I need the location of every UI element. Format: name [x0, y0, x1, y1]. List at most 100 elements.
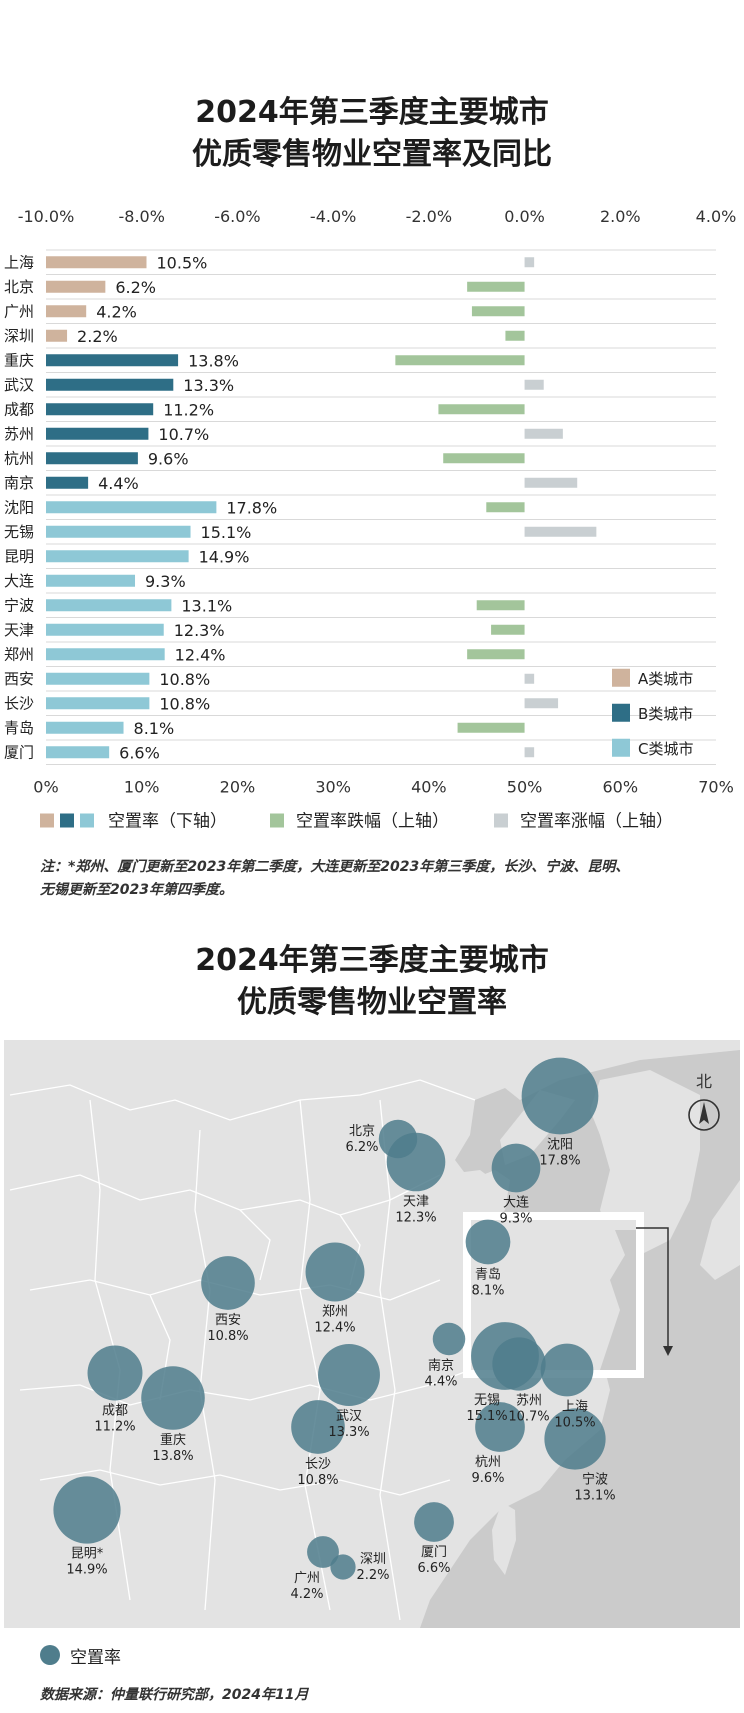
north-arrow-icon [688, 1099, 720, 1131]
chart-title: 2024年第三季度主要城市 优质零售物业空置率及同比 [0, 92, 744, 176]
bubble-value-label: 6.2% [345, 1140, 378, 1155]
bubble-value-label: 12.3% [395, 1210, 436, 1225]
vacancy-data-label: 8.1% [134, 719, 175, 738]
vacancy-data-label: 6.6% [119, 743, 160, 762]
top-axis-tick-label: -10.0% [18, 207, 75, 226]
vacancy-data-label: 17.8% [226, 498, 277, 517]
vacancy-data-label: 13.1% [181, 596, 232, 615]
chart-title-line-2: 优质零售物业空置率及同比 [192, 137, 552, 172]
category-label: 大连 [4, 572, 34, 590]
vacancy-data-label: 4.4% [98, 474, 139, 493]
top-axis-tick-label: 0.0% [504, 207, 545, 226]
bubble-city-label: 大连 [503, 1194, 529, 1210]
vacancy-bar-chart: -10.0% -8.0% -6.0% -4.0% -2.0% 0.0% 2.0% 4.0% 上海… [4, 207, 736, 832]
bubble [432, 1322, 466, 1356]
bubble-value-label: 14.9% [66, 1563, 107, 1578]
category-label: 深圳 [4, 327, 34, 345]
category-label: 西安 [4, 670, 34, 688]
decrease-bar [486, 502, 525, 513]
bottom-axis-tick-label: 50% [507, 778, 543, 797]
bottom-axis-tick-label: 0% [33, 778, 58, 797]
vacancy-data-label: 15.1% [201, 523, 252, 542]
bubble-value-label: 17.8% [539, 1153, 580, 1168]
vacancy-bubble-map: 北 沈阳17.8%北京6.2%天津12.3%大连9.3%青岛8.1%西安10.8… [4, 1040, 740, 1628]
category-label: 成都 [4, 400, 34, 418]
category-label: 长沙 [4, 694, 34, 712]
category-label: 武汉 [4, 376, 34, 394]
increase-bar [524, 526, 597, 537]
category-label: 天津 [4, 621, 34, 639]
category-label: 昆明 [4, 547, 34, 565]
category-label: 郑州 [4, 645, 34, 663]
footnote-line-2: 无锡更新至2023年第四季度。 [40, 882, 233, 898]
bottom-axis-tick-label: 20% [220, 778, 256, 797]
legend-swatch [612, 738, 630, 757]
category-label: 无锡 [4, 523, 34, 541]
category-label: 杭州 [4, 449, 34, 467]
bubble [330, 1554, 356, 1580]
bubble-city-label: 宁波 [582, 1472, 608, 1488]
bubble-value-label: 6.6% [417, 1561, 450, 1576]
bubble [475, 1402, 525, 1452]
bubble-city-label: 郑州 [322, 1304, 348, 1319]
bottom-axis-tick-label: 30% [315, 778, 351, 797]
bubble-city-label: 上海 [562, 1399, 588, 1414]
bubble [414, 1502, 454, 1542]
bubble-value-label: 15.1% [466, 1409, 507, 1424]
vacancy-bar [46, 648, 165, 661]
decrease-bar [395, 355, 525, 366]
vacancy-data-label: 11.2% [163, 400, 214, 419]
bubble-value-label: 10.8% [207, 1329, 248, 1344]
bubble-city-label: 沈阳 [547, 1137, 573, 1152]
vacancy-data-label: 10.7% [158, 425, 209, 444]
bubble-city-label: 深圳 [360, 1552, 386, 1567]
footnote: 注：*郑州、厦门更新至2023年第二季度，大连更新至2023年第三季度，长沙、宁… [40, 856, 720, 902]
bubble-city-label: 广州 [294, 1571, 320, 1586]
legend-vacancy-label: 空置率（下轴） [108, 812, 227, 832]
map-legend-swatch [40, 1645, 60, 1665]
inset-coast [600, 1230, 636, 1370]
north-label: 北 [696, 1072, 712, 1091]
vacancy-data-label: 9.3% [145, 572, 186, 591]
map-korea [590, 1070, 700, 1255]
bubble [53, 1476, 121, 1544]
bubble-value-label: 4.4% [424, 1374, 457, 1389]
bubble-value-label: 2.2% [356, 1568, 389, 1583]
vacancy-bar [46, 280, 106, 293]
top-axis-tick-label: -6.0% [214, 207, 260, 226]
bubble-city-label: 西安 [215, 1313, 241, 1328]
bubble [544, 1408, 606, 1470]
bubble-city-label: 无锡 [474, 1393, 500, 1408]
vacancy-data-label: 9.6% [148, 449, 189, 468]
category-label: 重庆 [4, 351, 34, 369]
vacancy-bar [46, 574, 136, 587]
category-label: 南京 [4, 474, 34, 492]
legend-swatch-c [80, 813, 94, 828]
legend-swatch-b [60, 813, 74, 828]
legend-swatch [612, 703, 630, 722]
source-note: 数据来源：仲量联行研究部，2024年11月 [40, 1687, 309, 1703]
bottom-axis-tick-label: 40% [411, 778, 447, 797]
vacancy-data-label: 14.9% [199, 547, 250, 566]
vacancy-data-label: 12.3% [174, 621, 225, 640]
bubble [291, 1400, 345, 1454]
legend-class-label: A类城市 [638, 670, 693, 688]
bubble-value-label: 13.3% [328, 1425, 369, 1440]
inset-arrow-head [663, 1346, 673, 1356]
bottom-axis-tick-label: 70% [698, 778, 734, 797]
vacancy-bar [46, 427, 149, 440]
bubble [141, 1366, 205, 1430]
chart-title-line-1: 2024年第三季度主要城市 [195, 95, 549, 130]
map-japan [700, 1180, 740, 1280]
increase-bar [524, 257, 535, 268]
bubble [465, 1219, 511, 1265]
bubble [201, 1256, 255, 1310]
vacancy-data-label: 10.5% [157, 253, 208, 272]
vacancy-bar [46, 452, 138, 465]
legend-increase-label: 空置率涨幅（上轴） [520, 812, 673, 832]
category-label: 厦门 [4, 743, 34, 761]
bubble-city-label: 青岛 [475, 1266, 501, 1282]
bubble-value-label: 10.8% [297, 1473, 338, 1488]
vacancy-bar [46, 378, 174, 391]
increase-bar [524, 673, 535, 684]
